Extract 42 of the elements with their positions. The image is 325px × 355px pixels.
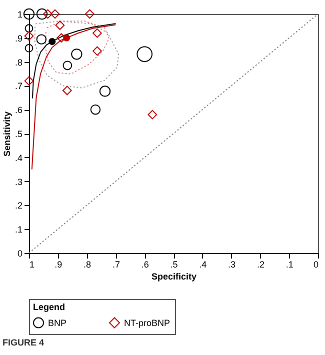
- point: [24, 76, 34, 86]
- legend-title: Legend: [33, 302, 66, 312]
- point: [85, 9, 94, 19]
- x-tick-label: 0: [313, 260, 318, 270]
- point: [92, 28, 102, 38]
- x-tick-label: .3: [228, 260, 236, 270]
- point: [63, 34, 70, 42]
- caption: FIGURE 4: [2, 338, 44, 348]
- y-tick-label: .3: [14, 176, 22, 187]
- y-tick-label: .7: [14, 81, 22, 92]
- y-tick-label: 1: [17, 10, 22, 20]
- x-tick-label: .6: [141, 260, 149, 270]
- point: [55, 20, 65, 30]
- point: [43, 9, 52, 19]
- x-tick-label: .1: [286, 260, 294, 270]
- y-tick-label: .9: [14, 33, 22, 44]
- line-series: [44, 20, 110, 74]
- y-tick-label: .6: [14, 105, 22, 116]
- x-axis-title: Specificity: [151, 272, 197, 282]
- y-tick-label: .8: [14, 57, 22, 68]
- point: [50, 9, 60, 19]
- line-series: [31, 24, 116, 170]
- x-tick-label: .9: [54, 260, 62, 270]
- point: [48, 38, 56, 46]
- x-tick-label: .2: [256, 260, 264, 270]
- legend-label: NT-proBNP: [124, 318, 170, 328]
- point: [24, 31, 34, 41]
- y-tick-label: .2: [14, 200, 22, 211]
- y-tick-label: .5: [14, 129, 22, 139]
- legend-label: BNP: [48, 318, 67, 328]
- y-tick-label: 0: [17, 248, 22, 258]
- y-tick-label: .1: [14, 224, 22, 235]
- x-tick-label: .7: [112, 260, 120, 270]
- y-axis-title: Sensitivity: [2, 111, 12, 157]
- x-tick-label: .8: [84, 260, 92, 270]
- y-tick-label: .4: [14, 152, 22, 163]
- x-tick-label: .4: [199, 260, 207, 270]
- point: [148, 110, 158, 120]
- x-tick-label: .5: [170, 260, 178, 270]
- point: [62, 86, 72, 96]
- x-tick-label: 1: [30, 260, 35, 270]
- point: [92, 46, 102, 56]
